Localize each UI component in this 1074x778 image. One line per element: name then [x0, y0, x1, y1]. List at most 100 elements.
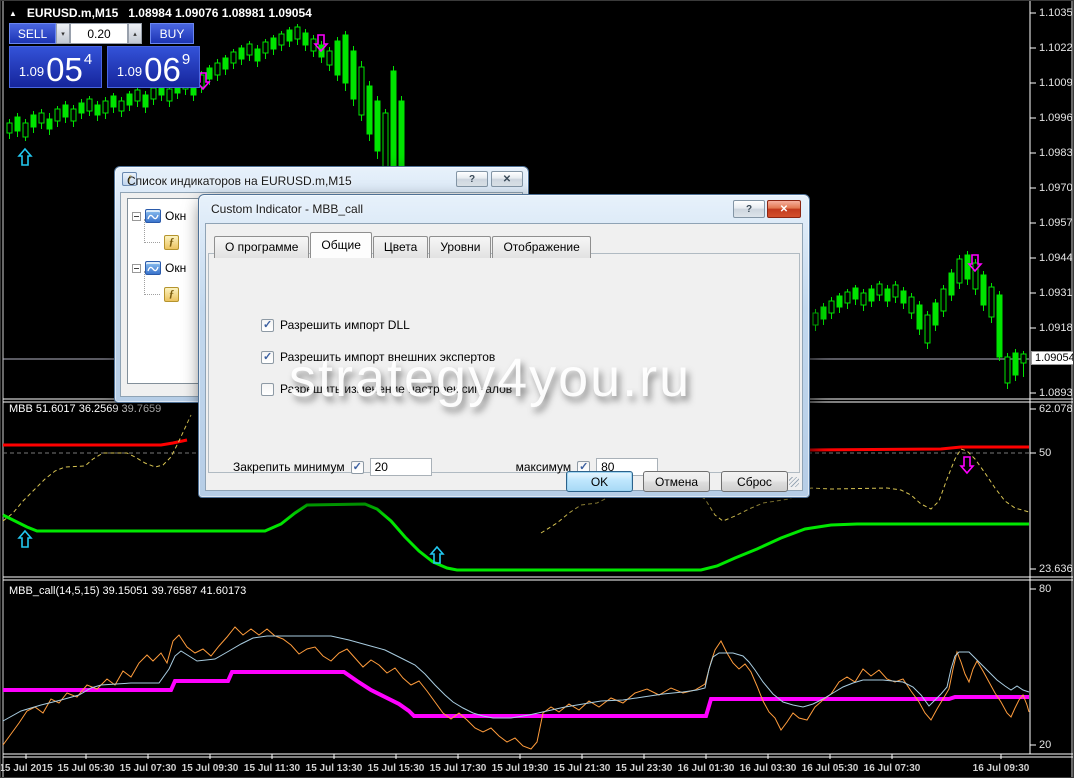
tree-item-indicator1[interactable]	[132, 219, 179, 253]
buy-price-sup: 9	[181, 51, 191, 68]
up-signal-arrow	[17, 147, 33, 166]
candle-body	[246, 43, 253, 56]
candle-body	[86, 98, 93, 112]
candle-body	[46, 118, 53, 130]
tab-about[interactable]: О программе	[214, 236, 310, 258]
indicator-window-icon	[145, 261, 161, 275]
indicator-window-icon	[145, 209, 161, 223]
ohlc-values: 1.08984 1.09076 1.08981 1.09054	[128, 6, 312, 20]
collapse-icon[interactable]	[132, 211, 141, 221]
custom-indicator-dialog: Custom Indicator - MBB_call О программе …	[198, 194, 810, 498]
sell-button[interactable]: SELL	[9, 23, 56, 44]
mbbcall-orange	[2, 626, 1030, 750]
tab-common[interactable]: Общие	[310, 232, 372, 258]
tree-item-indicator2[interactable]	[132, 271, 179, 305]
tab-page-common: Разрешить импорт DLL Разрешить импорт вн…	[208, 253, 800, 476]
maximum-label: максимум	[515, 460, 572, 474]
candle-body	[278, 33, 285, 46]
down-signal-arrow	[313, 34, 329, 53]
candle-body	[1012, 352, 1019, 376]
function-icon	[164, 286, 179, 302]
candle-body	[166, 88, 173, 102]
allow-dll-checkbox[interactable]	[261, 318, 274, 332]
tree-item-label: Окн	[165, 209, 187, 223]
symbol-timeframe: EURUSD.m,M15	[26, 6, 119, 20]
allow-external-experts-checkbox[interactable]	[261, 350, 274, 364]
sell-price-big: 05	[46, 50, 83, 88]
sell-price-display[interactable]: 1.09 05 4	[9, 46, 102, 88]
mbb-signal-dashed-left	[2, 414, 192, 522]
sell-price-sup: 4	[83, 51, 93, 68]
lots-decrease-button[interactable]	[56, 23, 70, 44]
candle-body	[972, 262, 979, 290]
candle-body	[1004, 356, 1011, 384]
help-button[interactable]	[733, 200, 765, 218]
candle-body	[374, 100, 381, 152]
buy-price-display[interactable]: 1.09 06 9	[107, 46, 200, 88]
chart-symbol-line: ▲ EURUSD.m,M15 1.08984 1.09076 1.08981 1…	[9, 6, 312, 20]
candle-body	[62, 104, 69, 118]
candle-body	[286, 29, 293, 42]
tab-visualization[interactable]: Отображение	[492, 236, 591, 258]
down-signal-arrow	[959, 456, 975, 475]
buy-button[interactable]: BUY	[150, 23, 194, 44]
candle-body	[900, 290, 907, 304]
ok-button[interactable]: OK	[566, 471, 633, 492]
candle-body	[884, 288, 891, 302]
collapse-icon[interactable]	[132, 263, 141, 273]
reset-button[interactable]: Сброс	[721, 471, 788, 492]
candle-body	[118, 100, 125, 112]
resize-grip[interactable]	[789, 477, 799, 487]
indicator-list-icon	[122, 172, 137, 186]
mbbcall-magenta	[3, 670, 1029, 718]
candle-body	[150, 87, 157, 100]
candle-body	[294, 26, 301, 40]
candle-body	[238, 47, 245, 60]
dialog-body: О программе Общие Цвета Уровни Отображен…	[205, 223, 803, 492]
candle-body	[206, 67, 213, 80]
candle-body	[988, 286, 995, 318]
candle-body	[214, 62, 221, 76]
help-button[interactable]	[456, 171, 488, 187]
allow-signal-settings-checkbox[interactable]	[261, 382, 274, 396]
candle-body	[868, 288, 875, 302]
candle-body	[1020, 353, 1027, 364]
tree-item-window1[interactable]: Окн	[132, 205, 186, 227]
tab-colors[interactable]: Цвета	[372, 236, 429, 258]
close-button[interactable]	[767, 200, 801, 218]
cancel-button[interactable]: Отмена	[643, 471, 710, 492]
candle-body	[38, 112, 45, 124]
buy-price-big: 06	[144, 50, 181, 88]
minimum-input[interactable]	[369, 458, 432, 476]
candle-body	[302, 32, 309, 46]
close-button[interactable]	[491, 171, 523, 187]
candle-body	[964, 254, 971, 280]
tree-item-label: Окн	[165, 261, 187, 275]
candle-body	[996, 294, 1003, 358]
candle-body	[366, 85, 373, 135]
candle-body	[908, 296, 915, 314]
candle-body	[78, 102, 85, 114]
candle-body	[828, 300, 835, 314]
one-click-trade-panel: SELL BUY 1.09 05 4 1.09 06 9	[9, 23, 201, 88]
candle-body	[924, 314, 931, 344]
candle-body	[254, 48, 261, 62]
candle-body	[94, 104, 101, 116]
candle-body	[844, 291, 851, 304]
candle-body	[852, 287, 859, 300]
tree-item-window2[interactable]: Окн	[132, 257, 186, 279]
fix-minimum-checkbox[interactable]	[350, 460, 364, 474]
candle-body	[956, 258, 963, 284]
dialog-title: Custom Indicator - MBB_call	[211, 202, 364, 216]
function-icon	[164, 234, 179, 250]
lots-input[interactable]	[70, 23, 128, 44]
candle-body	[334, 40, 341, 76]
tab-levels[interactable]: Уровни	[429, 236, 492, 258]
candle-body	[230, 51, 237, 64]
up-signal-arrow	[17, 529, 33, 548]
mbb-red-left	[3, 438, 188, 447]
lots-increase-button[interactable]	[128, 23, 142, 44]
candle-body	[358, 66, 365, 116]
candle-body	[382, 112, 389, 170]
checkbox-label: Разрешить импорт DLL	[280, 318, 410, 332]
